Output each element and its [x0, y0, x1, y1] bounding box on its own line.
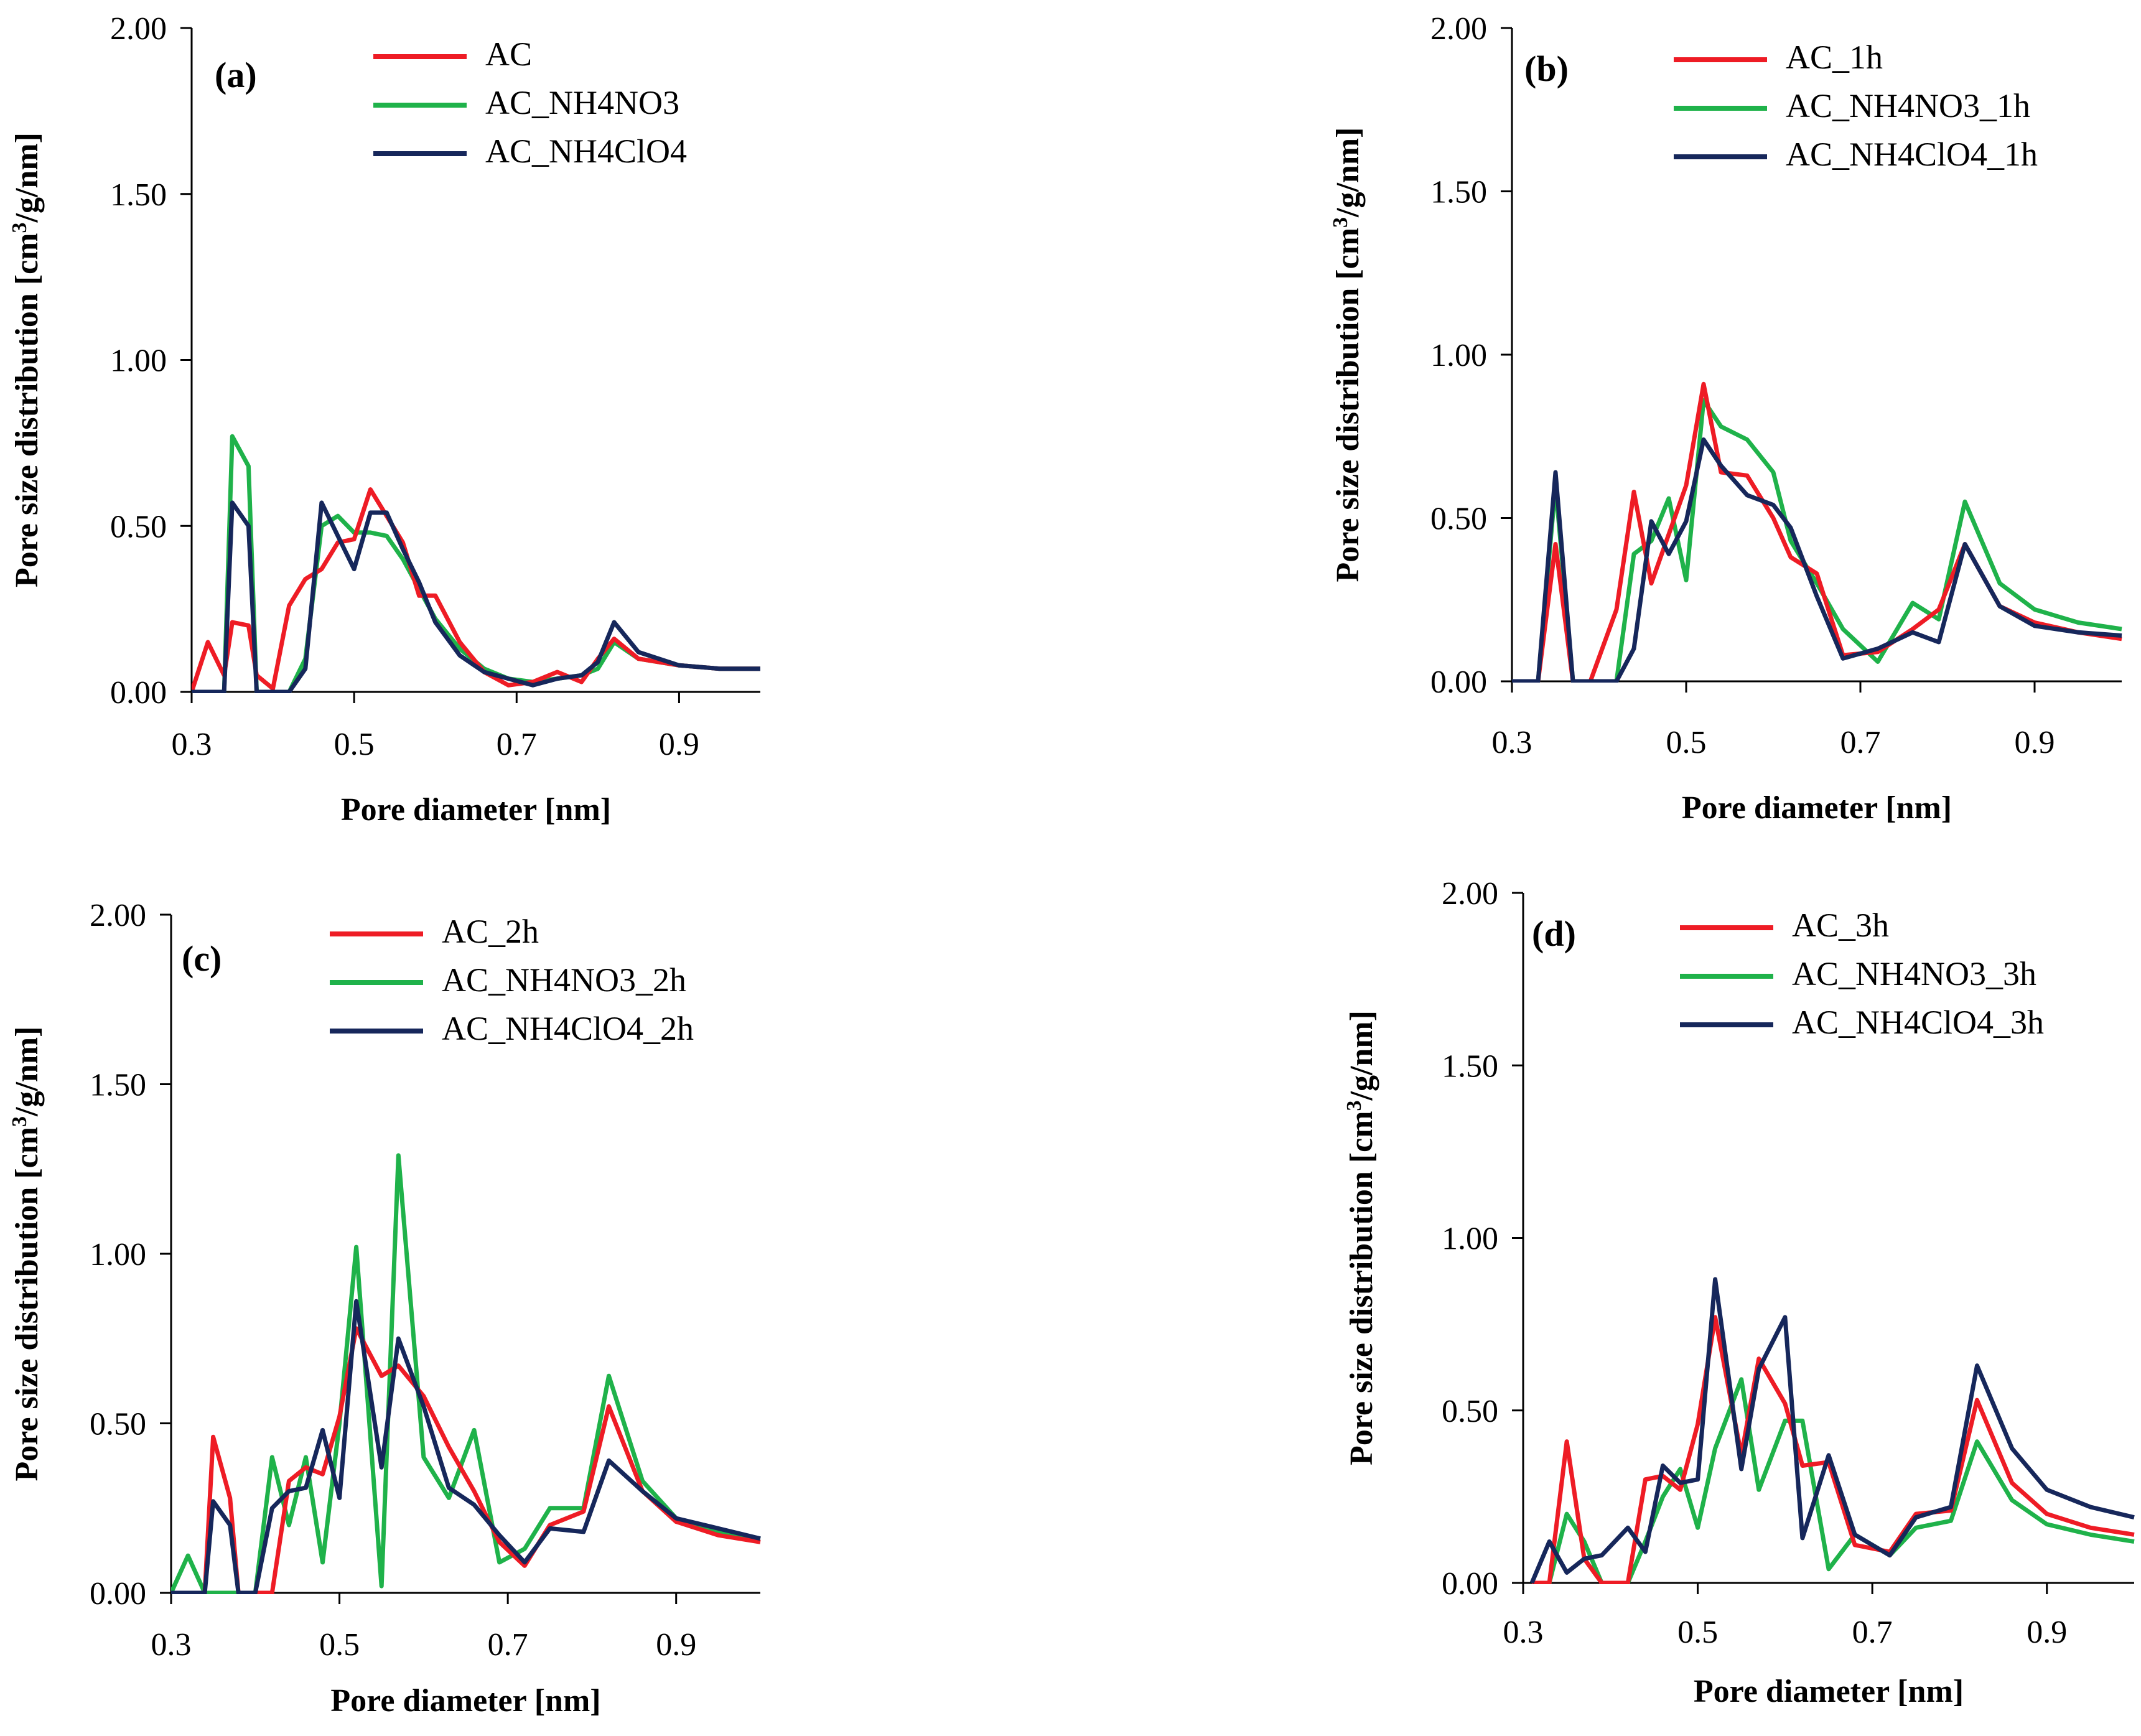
legend-label: AC_2h — [442, 913, 539, 950]
legend-label: AC_NH4ClO4_3h — [1792, 1004, 2044, 1041]
y-tick-label: 1.50 — [1430, 175, 1487, 210]
legend-label: AC_NH4NO3_2h — [442, 961, 686, 999]
y-tick-label: 1.00 — [110, 343, 167, 379]
series-line-ac-nh4clo4-2h — [171, 1299, 761, 1594]
y-axis-title-tail: /g/nm] — [1330, 128, 1366, 218]
series-line-ac-nh4no3 — [192, 434, 760, 693]
y-axis-title: Pore size distribution [cm3/g/nm] — [1343, 1010, 1379, 1465]
x-tick-label: 0.3 — [151, 1627, 192, 1663]
y-axis-title: Pore size distribution [cm3/g/nm] — [8, 133, 45, 587]
y-tick-label: 1.50 — [90, 1068, 146, 1103]
x-axis-title: Pore diameter [nm] — [330, 1683, 600, 1719]
y-tick-label: 0.00 — [1442, 1566, 1498, 1602]
x-tick-label: 0.7 — [497, 727, 537, 762]
legend-label: AC_NH4ClO4_1h — [1786, 136, 2038, 173]
legend-label: AC — [485, 35, 532, 73]
y-axis-title-sup: 3 — [8, 1116, 31, 1127]
series-line-ac-nh4no3-2h — [171, 1153, 761, 1594]
x-tick-label: 0.3 — [1503, 1615, 1544, 1650]
series-line-ac-nh4clo4-1h — [1512, 437, 2122, 683]
series-line-ac-1h — [1512, 381, 2122, 683]
series-line-ac — [192, 487, 760, 693]
y-axis-title-sup: 3 — [1329, 217, 1352, 228]
y-tick-label: 1.50 — [1442, 1048, 1498, 1084]
legend: AC_1h AC_NH4NO3_1h AC_NH4ClO4_1h — [1674, 39, 2038, 173]
y-tick-label: 2.00 — [1430, 11, 1487, 47]
x-tick-label: 0.9 — [2015, 725, 2055, 760]
y-tick-label: 2.00 — [90, 898, 146, 933]
series-line-ac-3h — [1532, 1315, 2135, 1584]
x-tick-label: 0.5 — [319, 1627, 360, 1663]
y-tick-label: 2.00 — [110, 11, 167, 47]
y-axis-title-main: Pore size distribution [cm — [1330, 228, 1366, 582]
x-tick-label: 0.3 — [172, 727, 212, 762]
chart-panel-c: 0.00 0.50 1.00 1.50 2.00 0.3 0.5 0.7 0.9 Pore dia… — [8, 898, 761, 1719]
x-tick-label: 0.5 — [1666, 725, 1707, 760]
legend-label: AC_1h — [1786, 39, 1883, 76]
series-line-ac-nh4clo4-3h — [1529, 1277, 2135, 1584]
x-tick-label: 0.9 — [656, 1627, 696, 1663]
series-line-ac-nh4clo4 — [192, 500, 760, 693]
legend-label: AC_3h — [1792, 907, 1889, 944]
legend-label: AC_NH4NO3_3h — [1792, 955, 2036, 992]
legend-label: AC_NH4NO3_1h — [1786, 87, 2030, 124]
y-tick-label: 0.50 — [1430, 502, 1487, 537]
x-axis-title: Pore diameter [nm] — [341, 792, 611, 828]
y-tick-label: 0.50 — [110, 509, 167, 544]
legend-label: AC_NH4ClO4_2h — [442, 1010, 694, 1047]
chart-panel-d: 0.00 0.50 1.00 1.50 2.00 0.3 0.5 0.7 0.9 Pore dia… — [1343, 876, 2135, 1709]
y-tick-label: 2.00 — [1442, 876, 1498, 912]
y-tick-label: 1.00 — [1442, 1221, 1498, 1257]
legend-label: AC_NH4ClO4 — [485, 133, 687, 170]
x-tick-label: 0.7 — [488, 1627, 528, 1663]
x-tick-label: 0.7 — [1852, 1615, 1893, 1650]
y-axis-title-tail: /g/nm] — [9, 1027, 45, 1117]
y-tick-label: 1.50 — [110, 177, 167, 213]
legend-label: AC_NH4NO3 — [485, 84, 679, 121]
series-line-ac-2h — [171, 1326, 761, 1594]
panel-label: (d) — [1532, 913, 1576, 954]
y-tick-label: 0.00 — [90, 1576, 146, 1612]
y-tick-label: 1.00 — [90, 1237, 146, 1272]
y-tick-label: 0.50 — [1442, 1394, 1498, 1429]
y-axis-title-tail: /g/nm] — [1344, 1010, 1379, 1101]
y-axis-title-sup: 3 — [8, 222, 31, 233]
chart-panel-a: 0.00 0.50 1.00 1.50 2.00 0.3 0.5 0.7 0.9 Pore dia… — [8, 11, 760, 828]
x-axis-title: Pore diameter [nm] — [1682, 790, 1952, 826]
y-axis-title-main: Pore size distribution [cm — [9, 233, 45, 587]
y-axis-title-sup: 3 — [1343, 1100, 1366, 1111]
x-tick-label: 0.5 — [334, 727, 375, 762]
y-tick-label: 1.00 — [1430, 338, 1487, 373]
x-axis-title: Pore diameter [nm] — [1694, 1674, 1964, 1709]
y-axis-title-main: Pore size distribution [cm — [9, 1127, 45, 1482]
y-axis-title: Pore size distribution [cm3/g/nm] — [1329, 128, 1366, 582]
legend: AC_3h AC_NH4NO3_3h AC_NH4ClO4_3h — [1680, 907, 2044, 1041]
chart-panel-b: 0.00 0.50 1.00 1.50 2.00 0.3 0.5 0.7 0.9 Pore dia… — [1329, 11, 2122, 826]
y-axis-title-tail: /g/nm] — [9, 133, 45, 223]
y-axis-title-main: Pore size distribution [cm — [1344, 1111, 1379, 1465]
panel-label: (a) — [215, 55, 257, 95]
y-tick-label: 0.00 — [110, 675, 167, 711]
panel-label: (c) — [182, 938, 222, 979]
y-tick-label: 0.50 — [90, 1407, 146, 1442]
x-tick-label: 0.9 — [659, 727, 699, 762]
x-tick-label: 0.3 — [1492, 725, 1532, 760]
y-tick-label: 0.00 — [1430, 665, 1487, 700]
legend: AC_2h AC_NH4NO3_2h AC_NH4ClO4_2h — [330, 913, 694, 1047]
x-tick-label: 0.7 — [1840, 725, 1881, 760]
y-axis-title: Pore size distribution [cm3/g/nm] — [8, 1027, 45, 1482]
legend: AC AC_NH4NO3 AC_NH4ClO4 — [373, 35, 687, 170]
panel-label: (b) — [1524, 49, 1569, 89]
x-tick-label: 0.5 — [1677, 1615, 1718, 1650]
x-tick-label: 0.9 — [2027, 1615, 2067, 1650]
